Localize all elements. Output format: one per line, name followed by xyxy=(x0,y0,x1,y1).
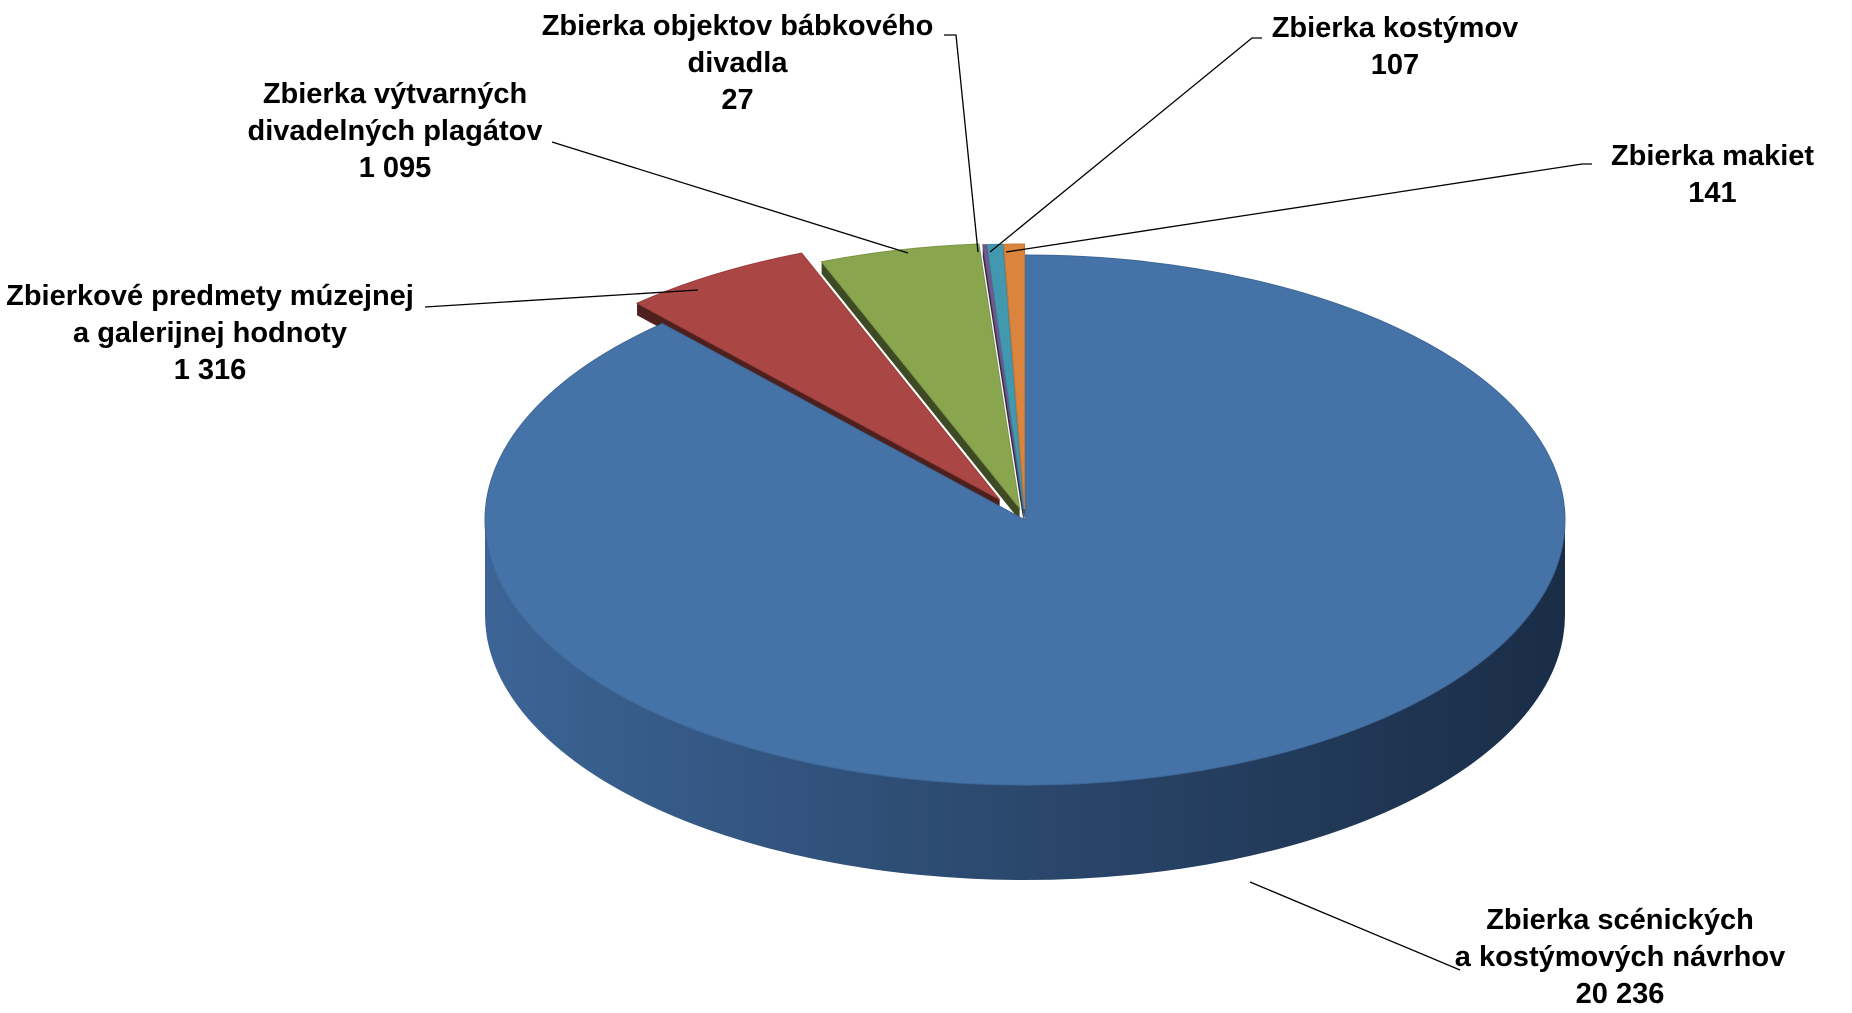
slice-value: 107 xyxy=(1370,49,1420,81)
slice-name-line: Zbierka makiet xyxy=(1610,140,1815,172)
slice-side-wall xyxy=(485,520,1565,880)
slice-side-wall xyxy=(821,261,1020,521)
slice-value: 27 xyxy=(721,84,754,116)
slice-label-museum-objects: Zbierkové predmety múzejnej a galerijnej… xyxy=(5,278,415,389)
slice-label-models: Zbierka makiet 141 xyxy=(1585,138,1840,212)
leader-line xyxy=(944,34,979,253)
slice-value: 1 316 xyxy=(173,354,247,386)
slice-label-scenic-designs: Zbierka scénických a kostýmových návrhov… xyxy=(1395,902,1845,1013)
slice-name-line: Zbierka výtvarných xyxy=(262,78,528,110)
leader-line xyxy=(424,289,699,308)
slice-label-posters: Zbierka výtvarných divadelných plagátov … xyxy=(230,76,560,187)
slice-name-line: Zbierka kostýmov xyxy=(1271,12,1519,44)
slice-name-line: Zbierka scénických xyxy=(1486,904,1754,936)
leader-line xyxy=(1249,881,1461,971)
pie-slice xyxy=(635,252,1001,501)
pie-slice xyxy=(1003,243,1026,510)
slice-label-costumes: Zbierka kostýmov 107 xyxy=(1245,10,1545,84)
slice-name-line: a kostýmových návrhov xyxy=(1454,941,1786,973)
slice-name-line: Zbierkové predmety múzejnej xyxy=(6,280,414,312)
slice-value: 141 xyxy=(1688,177,1737,209)
slice-value: 20 236 xyxy=(1575,978,1665,1010)
leader-line xyxy=(989,37,1262,253)
slice-name-line: divadelných plagátov xyxy=(247,115,543,147)
slice-name-line: Zbierka objektov bábkového xyxy=(541,10,934,42)
pie-slice xyxy=(484,254,1566,786)
slice-label-puppet-theatre: Zbierka objektov bábkového divadla 27 xyxy=(540,8,935,119)
pie-slice xyxy=(986,243,1025,510)
slice-value: 1 095 xyxy=(358,152,432,184)
leader-line xyxy=(1005,163,1592,253)
leader-line xyxy=(551,141,909,254)
slice-name-line: divadla xyxy=(687,47,788,79)
slice-name-line: a galerijnej hodnoty xyxy=(73,317,347,349)
